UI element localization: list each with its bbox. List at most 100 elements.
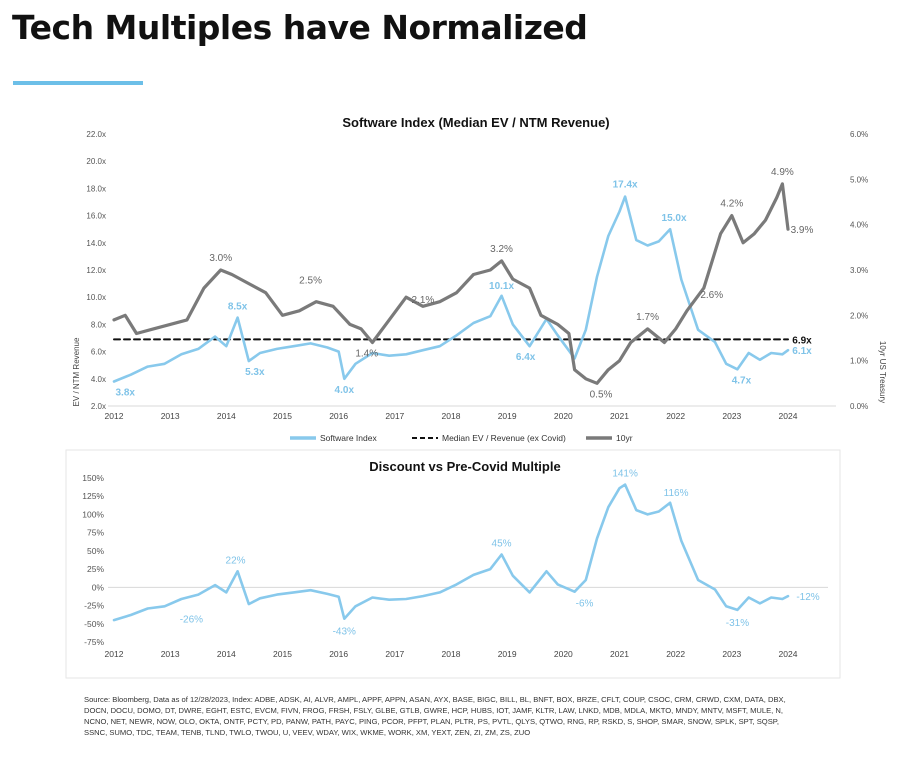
chart-title: Software Index (Median EV / NTM Revenue)	[342, 115, 609, 130]
data-label-10yr: 3.9%	[791, 225, 814, 236]
y-tick-label: -25%	[84, 601, 104, 611]
software-index-chart: Software Index (Median EV / NTM Revenue)…	[72, 115, 887, 443]
data-label-10yr: 4.2%	[720, 199, 743, 210]
data-label-10yr: 4.9%	[771, 167, 794, 178]
data-label: 116%	[664, 488, 689, 499]
legend-label-software-index: Software Index	[320, 433, 377, 443]
y-tick-label: 8.0x	[91, 320, 106, 329]
y-tick-label: 16.0x	[86, 212, 106, 221]
chart-frame	[65, 449, 841, 679]
x-tick-label: 2020	[554, 649, 573, 659]
x-tick-label: 2016	[329, 411, 348, 421]
y2-tick-label: 0.0%	[850, 402, 868, 411]
x-tick-label: 2017	[385, 411, 404, 421]
data-label-10yr: 3.0%	[209, 253, 232, 264]
series-line-discount	[112, 483, 790, 622]
source-note: Source: Bloomberg, Data as of 12/28/2023…	[84, 695, 786, 737]
data-label-10yr: 2.1%	[412, 295, 435, 306]
x-tick-label: 2017	[385, 649, 404, 659]
data-label-software-index: 15.0x	[662, 213, 687, 224]
y-tick-label: 10.0x	[86, 293, 106, 302]
data-label: 22%	[226, 555, 246, 566]
y-tick-label: 4.0x	[91, 375, 106, 384]
x-tick-label: 2016	[329, 649, 348, 659]
chart-title: Discount vs Pre-Covid Multiple	[369, 459, 560, 474]
data-label-software-index: 5.3x	[245, 367, 265, 378]
y-tick-label: 150%	[82, 473, 104, 483]
page-title: Tech Multiples have Normalized	[12, 8, 588, 47]
series-line-10yr	[112, 182, 790, 385]
discount-chart: Discount vs Pre-Covid Multiple -75% -50% -…	[65, 449, 841, 679]
x-tick-label: 2013	[161, 411, 180, 421]
legend-label-10yr: 10yr	[616, 433, 633, 443]
title-accent-bar	[13, 81, 143, 85]
data-label-10yr: 2.6%	[700, 290, 723, 301]
data-label-software-index: 3.8x	[115, 388, 135, 399]
data-label-10yr: 1.7%	[636, 312, 659, 323]
y-tick-label: 20.0x	[86, 157, 106, 166]
legend-label-median: Median EV / Revenue (ex Covid)	[442, 433, 566, 443]
data-label-median-ev-revenue-ex-covid: 6.9x	[792, 335, 812, 346]
left-axis-label: EV / NTM Revenue	[72, 337, 81, 406]
y-tick-label: 18.0x	[86, 184, 106, 193]
x-tick-label: 2021	[610, 649, 629, 659]
data-label-10yr: 0.5%	[590, 389, 613, 400]
y-tick-label: 50%	[87, 546, 104, 556]
data-label-10yr: 1.4%	[355, 349, 378, 360]
data-label: -31%	[726, 618, 749, 629]
y-tick-label: -75%	[84, 637, 104, 647]
data-label-software-index: 4.0x	[335, 385, 355, 396]
y-tick-label: 125%	[82, 491, 104, 501]
data-label-software-index: 8.5x	[228, 302, 248, 313]
data-label-software-index: 6.1x	[792, 346, 812, 357]
x-tick-label: 2021	[610, 411, 629, 421]
data-label: -43%	[333, 627, 356, 638]
y-tick-label: 22.0x	[86, 130, 106, 139]
x-tick-label: 2012	[105, 411, 124, 421]
data-label: -26%	[180, 614, 203, 625]
data-label-software-index: 17.4x	[613, 180, 638, 191]
y2-tick-label: 3.0%	[850, 266, 868, 275]
x-tick-label: 2015	[273, 411, 292, 421]
x-tick-label: 2013	[161, 649, 180, 659]
data-label: -6%	[576, 599, 594, 610]
data-label-software-index: 10.1x	[489, 281, 514, 292]
y2-tick-label: 6.0%	[850, 130, 868, 139]
chart-legend: Software Index Median EV / Revenue (ex C…	[290, 433, 633, 443]
y-tick-label: 0%	[92, 582, 105, 592]
data-label: 45%	[492, 539, 512, 550]
x-tick-label: 2019	[498, 649, 517, 659]
y-tick-label: 14.0x	[86, 239, 106, 248]
x-tick-label: 2018	[442, 649, 461, 659]
data-label-10yr: 3.2%	[490, 244, 513, 255]
y2-tick-label: 4.0%	[850, 221, 868, 230]
right-axis-label: 10yr US Treasury	[878, 341, 887, 403]
data-label: -12%	[796, 592, 819, 603]
x-tick-label: 2018	[442, 411, 461, 421]
x-tick-label: 2020	[554, 411, 573, 421]
y-tick-label: -50%	[84, 619, 104, 629]
x-tick-label: 2014	[217, 649, 236, 659]
x-tick-label: 2019	[498, 411, 517, 421]
x-tick-label: 2024	[779, 411, 798, 421]
y2-tick-label: 2.0%	[850, 311, 868, 320]
data-label: 141%	[612, 469, 638, 480]
y-tick-label: 12.0x	[86, 266, 106, 275]
series-line-software-index	[112, 195, 790, 383]
x-tick-label: 2022	[666, 649, 685, 659]
x-tick-label: 2012	[105, 649, 124, 659]
y-tick-label: 2.0x	[91, 402, 106, 411]
x-tick-label: 2014	[217, 411, 236, 421]
x-tick-label: 2024	[779, 649, 798, 659]
y-tick-label: 100%	[82, 509, 104, 519]
y2-tick-label: 1.0%	[850, 357, 868, 366]
y-tick-label: 75%	[87, 528, 104, 538]
data-label-software-index: 6.4x	[516, 352, 536, 363]
data-label-software-index: 4.7x	[732, 375, 752, 386]
x-tick-label: 2023	[722, 649, 741, 659]
y-tick-label: 25%	[87, 564, 104, 574]
x-tick-label: 2015	[273, 649, 292, 659]
x-tick-label: 2023	[722, 411, 741, 421]
x-tick-label: 2022	[666, 411, 685, 421]
y2-tick-label: 5.0%	[850, 175, 868, 184]
